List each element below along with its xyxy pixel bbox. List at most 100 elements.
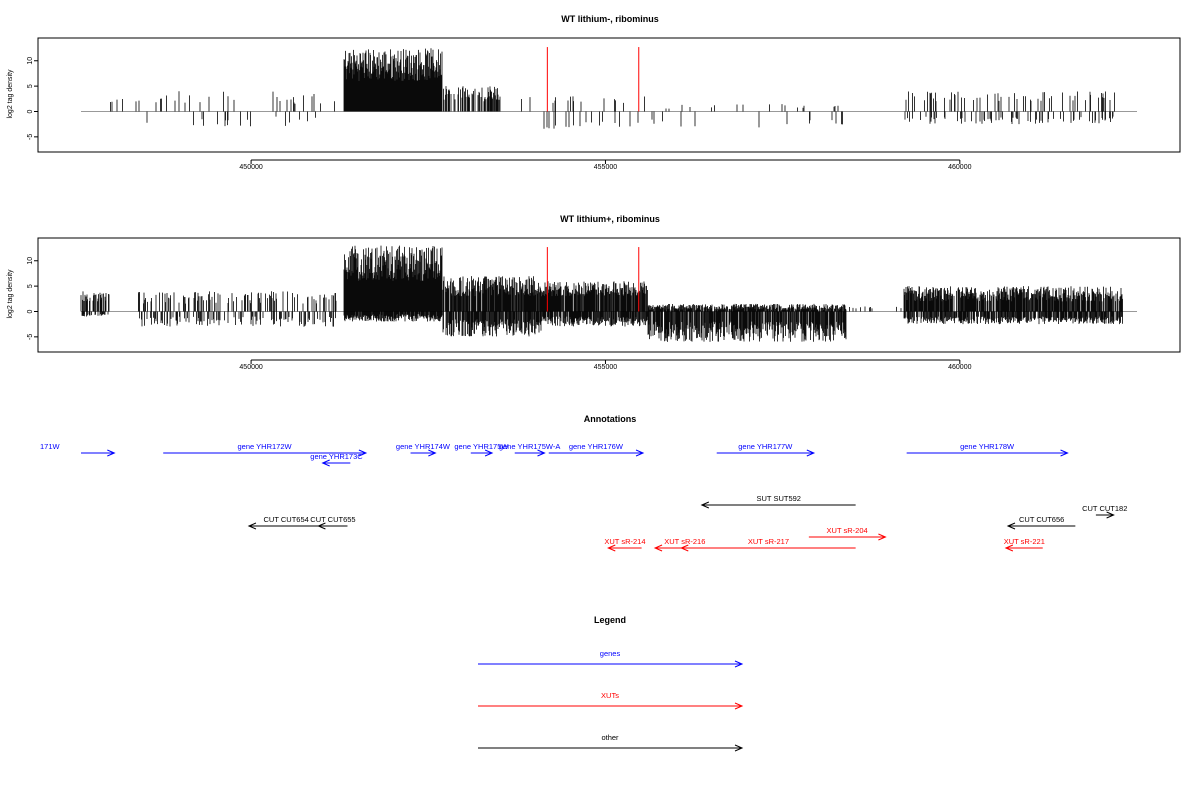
x-tick-label: 455000 <box>594 164 617 171</box>
annotation-feature: XUT sR-216 <box>653 537 715 552</box>
annotations-track: Annotations 171W gene YHR172W gene YHR173C… <box>40 414 1127 552</box>
y-tick-label: 0 <box>27 309 34 313</box>
feature-arrow-head <box>700 501 710 509</box>
legend-arrow-head <box>734 660 744 668</box>
panel-title: WT lithium-, ribominus <box>561 14 659 24</box>
feature-label: XUT sR-216 <box>664 537 705 546</box>
feature-label: XUT sR-214 <box>604 537 645 546</box>
feature-arrow-head <box>607 544 616 552</box>
annotation-feature: SUT SUT592 <box>700 494 856 509</box>
y-tick-label: -5 <box>27 134 34 140</box>
legend-items: genes XUTs other <box>478 649 744 752</box>
feature-arrow-head <box>358 449 368 457</box>
feature-arrow-head <box>537 449 546 457</box>
feature-arrow-head <box>484 449 494 457</box>
annotation-feature: gene YHR177W <box>716 442 816 457</box>
feature-label: gene YHR172W <box>238 442 293 451</box>
annotation-features: 171W gene YHR172W gene YHR173C gene YHR174W… <box>40 442 1127 552</box>
feature-label: CUT CUT654 <box>264 515 309 524</box>
feature-arrow-head <box>317 522 326 530</box>
feature-label: SUT SUT592 <box>757 494 801 503</box>
y-axis: -5 0 5 10 <box>27 257 39 340</box>
feature-arrow-head <box>878 533 887 541</box>
annotation-feature: XUT sR-204 <box>808 526 887 541</box>
feature-label: CUT CUT655 <box>310 515 355 524</box>
feature-label: gene YHR175W <box>454 442 509 451</box>
y-axis: -5 0 5 10 <box>27 57 39 140</box>
x-tick-label: 460000 <box>948 164 971 171</box>
feature-label: 171W <box>40 442 61 451</box>
coverage-panel-lithium-plus: WT lithium+, ribominus log2 tag density … <box>7 214 1181 371</box>
feature-arrow-head <box>653 544 663 552</box>
legend-arrow-head <box>734 744 744 752</box>
x-tick-label: 455000 <box>594 364 617 371</box>
x-axis: 450000 455000 460000 <box>239 359 972 371</box>
feature-label: gene YHR178W <box>960 442 1015 451</box>
x-axis: 450000 455000 460000 <box>239 159 972 171</box>
legend-label: genes <box>600 649 621 658</box>
legend-item-xut: XUTs <box>478 691 744 710</box>
feature-arrow-head <box>1006 522 1016 530</box>
feature-arrow-head <box>247 522 257 530</box>
feature-arrow-head <box>1106 511 1115 519</box>
feature-arrow-head <box>806 449 816 457</box>
x-tick-label: 450000 <box>239 164 262 171</box>
annotation-feature: gene YHR175W-A <box>499 442 560 457</box>
annotation-feature: gene YHR173C <box>310 452 363 467</box>
feature-label: XUT sR-221 <box>1004 537 1045 546</box>
annotation-feature: gene YHR176W <box>548 442 645 457</box>
legend-label: other <box>601 733 619 742</box>
feature-arrow-head <box>321 459 330 467</box>
annotation-feature: gene YHR175W <box>454 442 509 457</box>
feature-arrow-head <box>1004 544 1014 552</box>
annotation-feature: gene YHR174W <box>396 442 451 457</box>
coverage-bars <box>80 245 1137 342</box>
y-tick-label: -5 <box>27 334 34 340</box>
feature-arrow-head <box>635 449 645 457</box>
annotations-title: Annotations <box>584 414 637 424</box>
plot-frame <box>37 37 1181 153</box>
annotation-feature: CUT CUT182 <box>1082 504 1127 519</box>
feature-label: CUT CUT182 <box>1082 504 1127 513</box>
coverage-panel-lithium-minus: WT lithium-, ribominus log2 tag density … <box>7 14 1181 171</box>
feature-arrow-head <box>428 449 437 457</box>
feature-label: gene YHR177W <box>738 442 793 451</box>
y-axis-label: log2 tag density <box>7 269 14 319</box>
annotation-feature: XUT sR-221 <box>1004 537 1045 552</box>
legend: Legend genes XUTs other <box>478 615 744 752</box>
legend-item-gene: genes <box>478 649 744 668</box>
annotation-feature: CUT CUT655 <box>310 515 356 530</box>
annotation-feature: CUT CUT654 <box>247 515 324 530</box>
annotation-feature: gene YHR172W <box>163 442 368 457</box>
annotation-feature: XUT sR-214 <box>604 537 646 552</box>
feature-label: gene YHR175W-A <box>499 442 560 451</box>
feature-label: gene YHR173C <box>310 452 363 461</box>
legend-title: Legend <box>594 615 626 625</box>
feature-label: XUT sR-217 <box>748 537 789 546</box>
feature-arrow-head <box>1060 449 1069 457</box>
annotation-feature: gene YHR178W <box>906 442 1069 457</box>
feature-arrow-head <box>107 449 116 457</box>
y-tick-label: 0 <box>27 109 34 113</box>
y-tick-label: 10 <box>27 257 34 265</box>
legend-item-other: other <box>478 733 744 752</box>
plot-frame <box>37 237 1181 353</box>
annotation-feature: 171W <box>40 442 116 457</box>
x-tick-label: 450000 <box>239 364 262 371</box>
y-axis-label: log2 tag density <box>7 69 14 119</box>
coverage-bars <box>81 47 1137 129</box>
panel-title: WT lithium+, ribominus <box>560 214 660 224</box>
legend-arrow-head <box>734 702 744 710</box>
feature-label: gene YHR174W <box>396 442 451 451</box>
annotation-feature: XUT sR-217 <box>680 537 856 552</box>
y-tick-label: 5 <box>27 84 34 88</box>
feature-arrow-head <box>680 544 689 552</box>
feature-label: CUT CUT656 <box>1019 515 1064 524</box>
feature-label: XUT sR-204 <box>827 526 868 535</box>
x-tick-label: 460000 <box>948 364 971 371</box>
y-tick-label: 10 <box>27 57 34 65</box>
feature-label: gene YHR176W <box>569 442 624 451</box>
y-tick-label: 5 <box>27 284 34 288</box>
legend-label: XUTs <box>601 691 619 700</box>
